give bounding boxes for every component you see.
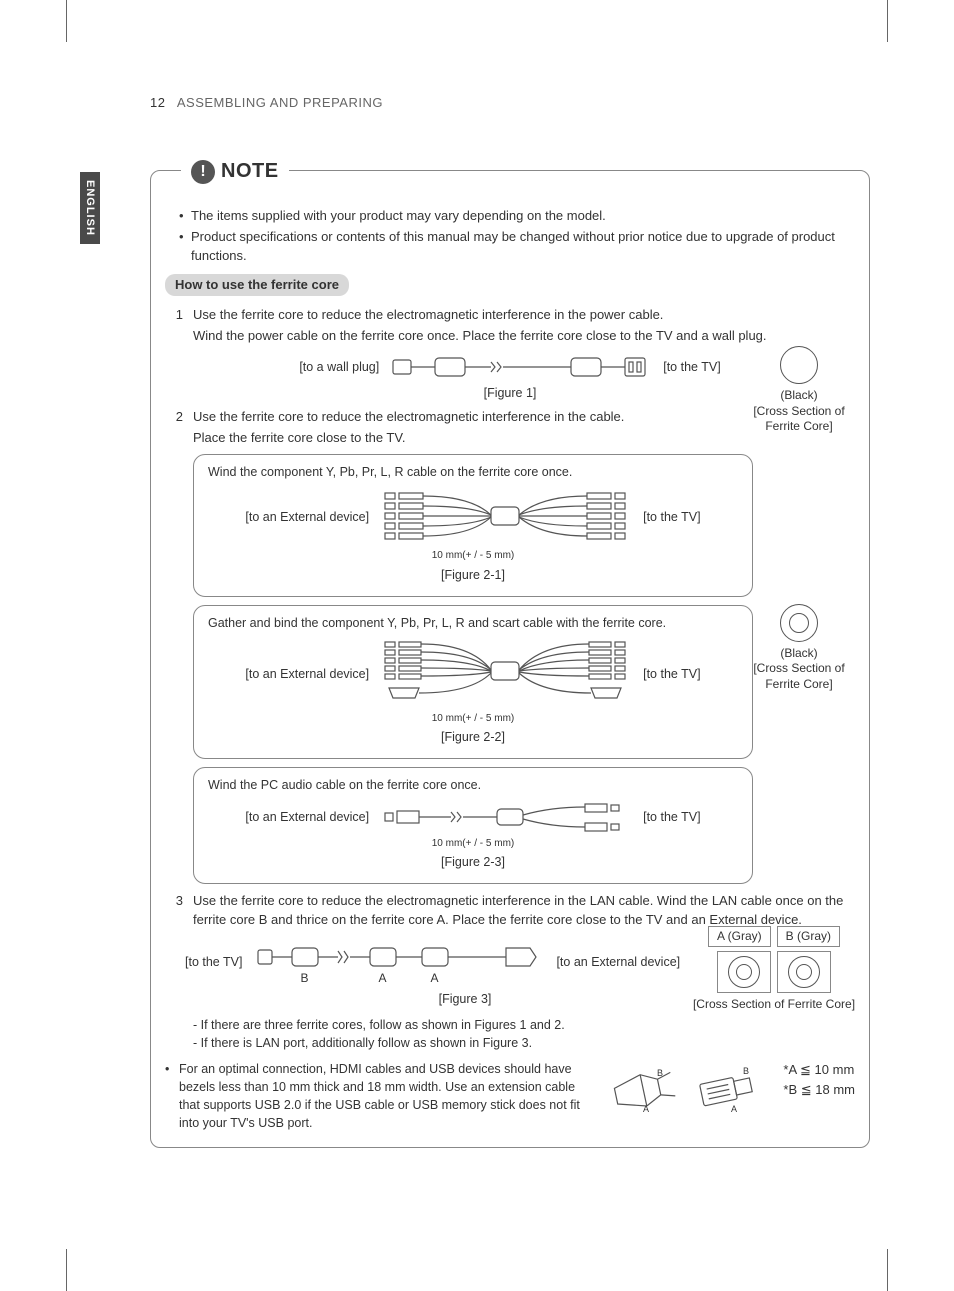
step-number: 1: [169, 306, 183, 325]
dash-note-1: - If there are three ferrite cores, foll…: [165, 1016, 855, 1034]
fig3-mark-a1: A: [378, 970, 386, 987]
cross3-b-label: B (Gray): [777, 926, 840, 948]
connector-specs: *A ≦ 10 mm *B ≦ 18 mm: [783, 1060, 855, 1099]
crop-mark: [66, 1249, 67, 1291]
bullet-item: The items supplied with your product may…: [179, 207, 855, 226]
cross-section-circle: [780, 346, 818, 384]
cross-section-1: (Black) [Cross Section of Ferrite Core]: [739, 346, 859, 435]
figure-2-1-diagram: [381, 487, 631, 547]
connector-row: For an optimal connection, HDMI cables a…: [165, 1060, 855, 1133]
step-number: 2: [169, 408, 183, 427]
cross3-a-label: A (Gray): [708, 926, 771, 948]
figure-1-diagram: [391, 352, 651, 382]
figure-3-diagram: [254, 936, 544, 982]
bullet-item: Product specifications or contents of th…: [179, 228, 855, 266]
cross-section-circle: [780, 604, 818, 642]
fig23-title: Wind the PC audio cable on the ferrite c…: [208, 776, 738, 794]
crop-mark: [66, 0, 67, 42]
step-text: Use the ferrite core to reduce the elect…: [193, 306, 855, 325]
fig21-title: Wind the component Y, Pb, Pr, L, R cable…: [208, 463, 738, 481]
step-3: 3 Use the ferrite core to reduce the ele…: [169, 892, 855, 930]
cross-section-3: A (Gray) B (Gray) [Cross Section of Ferr…: [689, 926, 859, 1013]
step-1-sub: Wind the power cable on the ferrite core…: [165, 327, 855, 346]
step-1: 1 Use the ferrite core to reduce the ele…: [169, 306, 855, 325]
page-number: 12: [150, 95, 165, 110]
crop-mark: [887, 1249, 888, 1291]
cross3-circ-b: [777, 951, 831, 993]
note-box: ! NOTE The items supplied with your prod…: [150, 170, 870, 1148]
svg-text:B: B: [657, 1068, 663, 1078]
cross3-circ-a: [717, 951, 771, 993]
page-header: 12 ASSEMBLING AND PREPARING: [80, 95, 870, 110]
howto-chip: How to use the ferrite core: [165, 274, 349, 297]
fig3-right-label: [to an External device]: [556, 953, 656, 971]
fig21-right-label: [to the TV]: [643, 508, 700, 526]
spec-b: *B ≦ 18 mm: [783, 1080, 855, 1100]
cross-section-label: [Cross Section of Ferrite Core]: [739, 404, 859, 435]
fig23-measure: 10 mm(+ / - 5 mm): [208, 837, 738, 852]
note-title: ! NOTE: [181, 157, 289, 186]
fig21-measure: 10 mm(+ / - 5 mm): [208, 549, 738, 564]
cross-section-color: (Black): [739, 646, 859, 662]
fig3-mark-b: B: [300, 970, 308, 987]
connector-text: For an optimal connection, HDMI cables a…: [165, 1060, 595, 1133]
figure-2-2-diagram: [381, 638, 631, 710]
figure-2-3-diagram: [381, 801, 631, 835]
connector-diagram: A B A B: [609, 1060, 769, 1120]
section-title: ASSEMBLING AND PREPARING: [177, 95, 383, 110]
cross-section-2: (Black) [Cross Section of Ferrite Core]: [739, 604, 859, 693]
step-number: 3: [169, 892, 183, 930]
fig22-title: Gather and bind the component Y, Pb, Pr,…: [208, 614, 738, 632]
fig23-left-label: [to an External device]: [245, 808, 369, 826]
fig3-mark-a2: A: [430, 970, 438, 987]
svg-text:B: B: [743, 1066, 749, 1076]
fig22-right-label: [to the TV]: [643, 665, 700, 683]
fig1-right-label: [to the TV]: [663, 358, 720, 376]
fig21-left-label: [to an External device]: [245, 508, 369, 526]
figure-2-3-caption: [Figure 2-3]: [208, 853, 738, 871]
cross-section-color: (Black): [739, 388, 859, 404]
crop-mark: [887, 0, 888, 42]
fig1-left-label: [to a wall plug]: [299, 358, 379, 376]
fig22-measure: 10 mm(+ / - 5 mm): [208, 712, 738, 727]
figure-2-2-box: Gather and bind the component Y, Pb, Pr,…: [193, 605, 753, 760]
fig3-left-label: [to the TV]: [185, 953, 242, 971]
svg-text:A: A: [731, 1104, 737, 1114]
cross3-label: [Cross Section of Ferrite Core]: [689, 997, 859, 1013]
note-title-text: NOTE: [221, 157, 279, 186]
figure-2-3-box: Wind the PC audio cable on the ferrite c…: [193, 767, 753, 884]
spec-a: *A ≦ 10 mm: [783, 1060, 855, 1080]
figure-2-1-box: Wind the component Y, Pb, Pr, L, R cable…: [193, 454, 753, 597]
cross-section-label: [Cross Section of Ferrite Core]: [739, 661, 859, 692]
note-icon: !: [191, 160, 215, 184]
step-text: Use the ferrite core to reduce the elect…: [193, 892, 855, 930]
fig22-left-label: [to an External device]: [245, 665, 369, 683]
note-bullets: The items supplied with your product may…: [165, 207, 855, 266]
dash-note-2: - If there is LAN port, additionally fol…: [165, 1034, 855, 1052]
figure-2-2-caption: [Figure 2-2]: [208, 728, 738, 746]
page-content: 12 ASSEMBLING AND PREPARING ! NOTE The i…: [80, 95, 870, 1148]
fig23-right-label: [to the TV]: [643, 808, 700, 826]
figure-2-1-caption: [Figure 2-1]: [208, 566, 738, 584]
svg-text:A: A: [643, 1104, 649, 1114]
